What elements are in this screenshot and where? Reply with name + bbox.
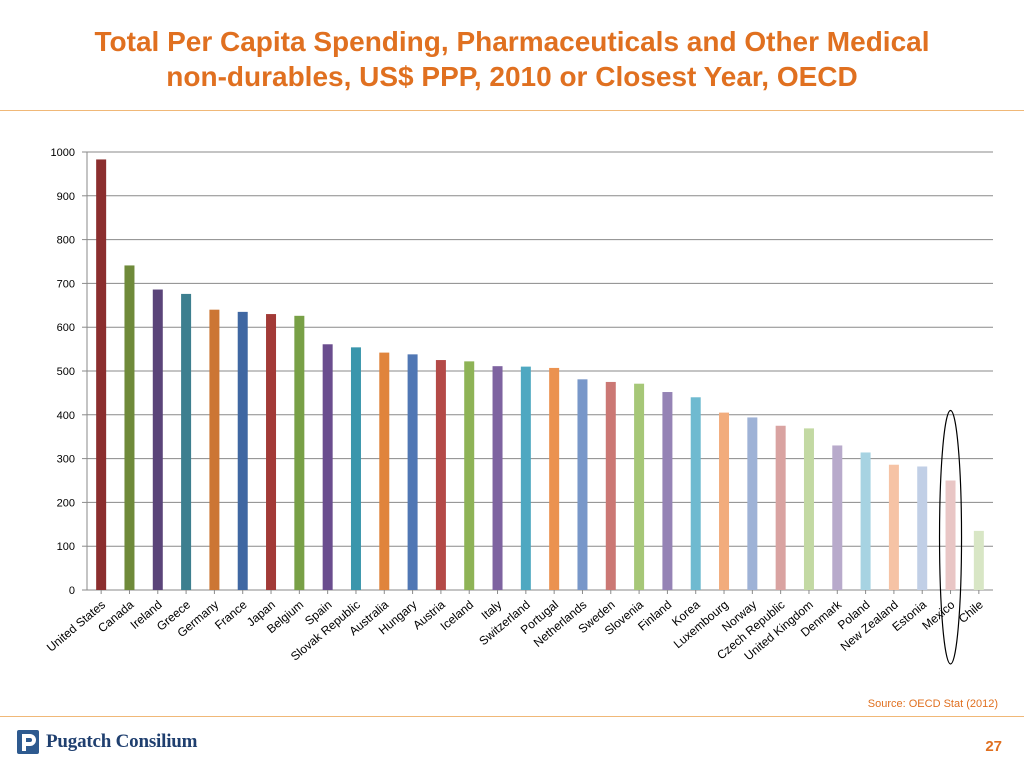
title-divider bbox=[0, 110, 1024, 111]
bar bbox=[634, 383, 645, 590]
bar bbox=[435, 360, 446, 590]
bar bbox=[152, 289, 163, 590]
bar bbox=[294, 315, 305, 590]
bar bbox=[379, 352, 390, 590]
bar bbox=[605, 381, 616, 590]
bar bbox=[860, 452, 871, 590]
x-tick-label: Mexico bbox=[919, 597, 957, 632]
page-number: 27 bbox=[985, 738, 1002, 755]
title-line-1: Total Per Capita Spending, Pharmaceutica… bbox=[94, 26, 930, 57]
y-tick-label: 100 bbox=[57, 541, 75, 553]
bar bbox=[803, 428, 814, 590]
bar bbox=[266, 314, 277, 590]
logo-text: Pugatch Consilium bbox=[46, 731, 198, 752]
bar bbox=[832, 445, 843, 590]
y-tick-label: 200 bbox=[57, 497, 75, 509]
bar bbox=[96, 159, 107, 591]
bar bbox=[973, 530, 984, 590]
source-note: Source: OECD Stat (2012) bbox=[867, 698, 998, 710]
y-tick-label: 800 bbox=[57, 235, 75, 247]
bar bbox=[209, 309, 220, 590]
bar bbox=[407, 354, 418, 590]
bar bbox=[464, 361, 475, 590]
bar bbox=[350, 347, 361, 590]
y-tick-label: 700 bbox=[57, 278, 75, 290]
y-tick-label: 0 bbox=[69, 585, 75, 597]
y-tick-label: 400 bbox=[57, 410, 75, 422]
highlight-circle bbox=[938, 409, 963, 665]
bar bbox=[181, 293, 192, 590]
bar bbox=[492, 366, 503, 590]
chart-title: Total Per Capita Spending, Pharmaceutica… bbox=[0, 24, 1024, 94]
pugatch-logo-icon bbox=[17, 730, 39, 754]
bar bbox=[917, 466, 928, 590]
y-tick-label: 500 bbox=[57, 366, 75, 378]
company-logo: Pugatch Consilium bbox=[16, 728, 197, 756]
y-tick-label: 300 bbox=[57, 454, 75, 466]
bar bbox=[520, 366, 531, 590]
bar bbox=[747, 417, 758, 590]
y-tick-label: 600 bbox=[57, 322, 75, 334]
bar bbox=[237, 311, 248, 590]
bar bbox=[888, 464, 899, 590]
title-line-2: non-durables, US$ PPP, 2010 or Closest Y… bbox=[166, 61, 858, 92]
bar bbox=[690, 397, 701, 590]
bar bbox=[322, 344, 333, 590]
x-tick-label: France bbox=[212, 597, 250, 632]
bar bbox=[945, 480, 956, 590]
bar bbox=[719, 412, 730, 590]
bar bbox=[549, 367, 560, 590]
y-tick-label: 1000 bbox=[51, 147, 75, 159]
bar bbox=[662, 392, 673, 590]
bar bbox=[775, 425, 786, 590]
bar bbox=[577, 379, 588, 590]
footer-divider bbox=[0, 716, 1024, 717]
bar bbox=[124, 265, 135, 590]
y-tick-label: 900 bbox=[57, 191, 75, 203]
